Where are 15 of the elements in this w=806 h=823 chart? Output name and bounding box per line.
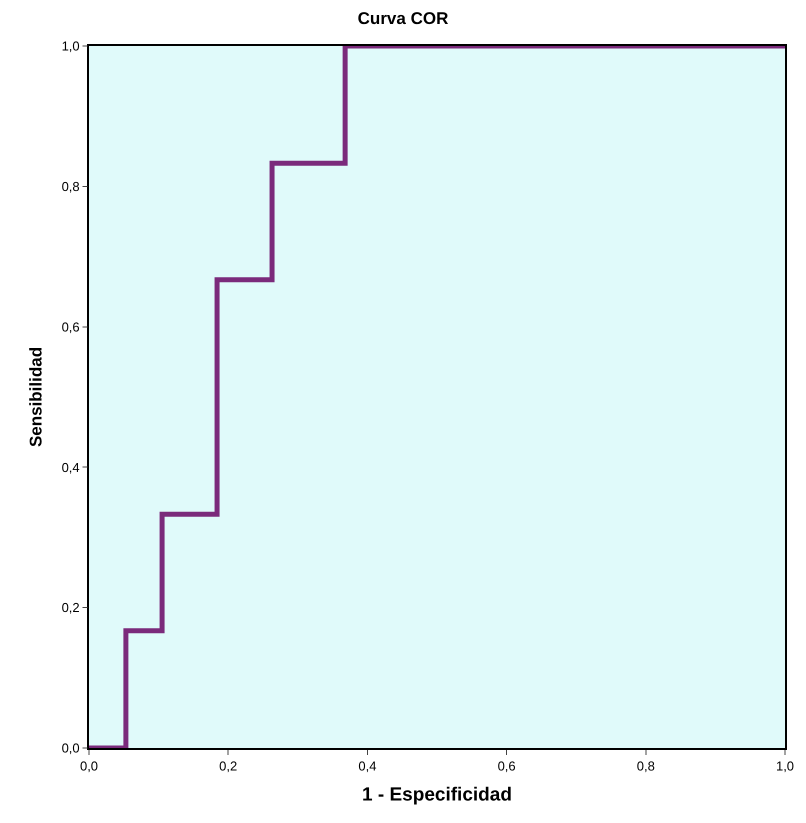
x-tick-label: 0,4 [358,758,376,774]
y-tick-label: 0,6 [62,319,80,334]
y-axis-title: Sensibilidad [26,346,46,448]
y-tick-label: 1,0 [62,38,80,54]
y-tick-label: 0,4 [62,460,80,475]
chart-title: Curva COR [358,9,448,28]
x-tick-label: 0,0 [80,758,98,774]
x-tick-label: 0,2 [219,758,238,774]
x-axis-title: 1 - Especificidad [362,784,512,806]
x-tick-label: 1,0 [776,758,794,774]
y-tick-label: 0,0 [62,740,80,756]
y-tick-label: 0,2 [62,600,80,616]
y-tick-label: 0,8 [62,178,80,194]
x-tick-label: 0,8 [636,758,655,774]
x-tick-label: 0,6 [498,758,516,774]
